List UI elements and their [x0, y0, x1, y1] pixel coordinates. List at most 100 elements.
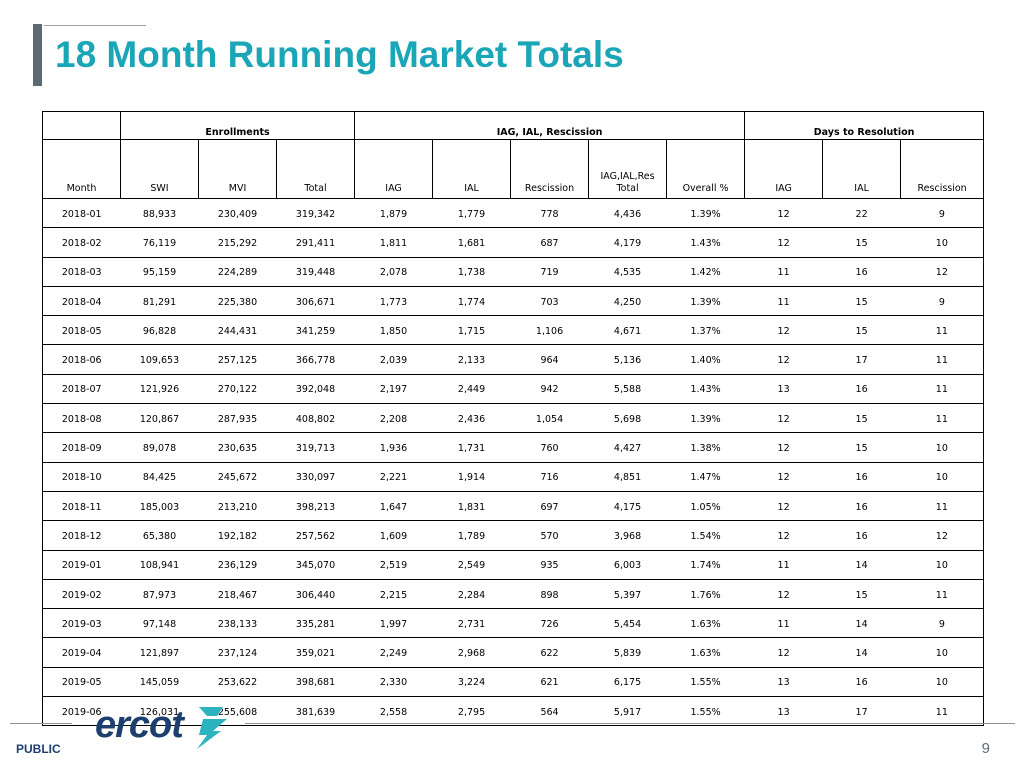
- classification-label: PUBLIC: [16, 742, 61, 756]
- table-cell: 238,133: [198, 608, 277, 639]
- table-cell: 2,197: [354, 374, 433, 405]
- table-cell: 12: [744, 227, 823, 258]
- table-cell: 1,779: [432, 198, 511, 229]
- table-cell: 14: [822, 608, 901, 639]
- table-cell: 15: [822, 286, 901, 317]
- table-cell: 1,997: [354, 608, 433, 639]
- table-cell: 1,647: [354, 491, 433, 522]
- table-cell: 15: [822, 227, 901, 258]
- table-cell: 12: [744, 520, 823, 551]
- page-number: 9: [981, 740, 990, 757]
- table-row: 2018-01 88,933 230,409 319,342 1,879 1,779 778…: [42, 198, 985, 229]
- table-cell: 11: [900, 315, 985, 346]
- table-cell: 257,125: [198, 344, 277, 375]
- table-cell: 398,213: [276, 491, 355, 522]
- table-cell: 726: [510, 608, 589, 639]
- table-cell: 2,549: [432, 550, 511, 580]
- table-cell: 2,519: [354, 550, 433, 580]
- table-cell: 341,259: [276, 315, 355, 346]
- table-cell: 942: [510, 374, 589, 405]
- table-cell: 2018-11: [42, 491, 121, 522]
- table-cell: 2018-10: [42, 462, 121, 492]
- table-cell: 1,789: [432, 520, 511, 551]
- table-cell: 2,221: [354, 462, 433, 492]
- table-cell: 11: [900, 491, 985, 522]
- table-cell: 778: [510, 198, 589, 229]
- table-cell: 97,148: [120, 608, 199, 639]
- table-cell: 1.47%: [666, 462, 745, 492]
- table-cell: 1.55%: [666, 696, 745, 727]
- table-cell: 2018-01: [42, 198, 121, 229]
- table-cell: 1.39%: [666, 198, 745, 229]
- table-cell: 218,467: [198, 579, 277, 610]
- table-cell: 291,411: [276, 227, 355, 258]
- table-cell: 1.37%: [666, 315, 745, 346]
- column-header: IAL: [432, 139, 512, 199]
- table-cell: 1.63%: [666, 608, 745, 639]
- table-cell: 2018-07: [42, 374, 121, 405]
- table-cell: 10: [900, 637, 985, 668]
- table-cell: 392,048: [276, 374, 355, 405]
- table-cell: 12: [900, 520, 985, 551]
- table-row: 2018-02 76,119 215,292 291,411 1,811 1,681 687…: [42, 227, 985, 258]
- table-cell: 1,914: [432, 462, 511, 492]
- footer-rule-right: [245, 723, 1015, 724]
- table-row: 2018-08 120,867 287,935 408,802 2,208 2,436 1,…: [42, 403, 985, 434]
- column-header: Rescission: [510, 139, 590, 199]
- title-accent-bar: [33, 24, 42, 86]
- table-cell: 95,159: [120, 257, 199, 287]
- table-cell: 257,562: [276, 520, 355, 551]
- column-header: IAG: [354, 139, 434, 199]
- table-cell: 6,175: [588, 667, 667, 698]
- table-cell: 1,715: [432, 315, 511, 346]
- table-cell: 224,289: [198, 257, 277, 287]
- table-cell: 1.40%: [666, 344, 745, 375]
- table-cell: 215,292: [198, 227, 277, 258]
- table-cell: 2,436: [432, 403, 511, 434]
- table-cell: 13: [744, 667, 823, 698]
- table-cell: 1.38%: [666, 432, 745, 463]
- table-cell: 4,535: [588, 257, 667, 287]
- table-cell: 3,968: [588, 520, 667, 551]
- table-cell: 319,342: [276, 198, 355, 229]
- ercot-logo-text: ercot: [95, 704, 185, 746]
- table-cell: 697: [510, 491, 589, 522]
- table-cell: 1.39%: [666, 286, 745, 317]
- table-cell: 1,773: [354, 286, 433, 317]
- table-cell: 1,879: [354, 198, 433, 229]
- table-cell: 109,653: [120, 344, 199, 375]
- table-row: 2018-06 109,653 257,125 366,778 2,039 2,133 96…: [42, 344, 985, 375]
- table-cell: 10: [900, 462, 985, 492]
- column-header: Rescission: [900, 139, 985, 199]
- table-cell: 306,440: [276, 579, 355, 610]
- table-cell: 2,731: [432, 608, 511, 639]
- table-cell: 4,175: [588, 491, 667, 522]
- table-cell: 96,828: [120, 315, 199, 346]
- table-cell: 11: [900, 696, 985, 727]
- table-cell: 121,926: [120, 374, 199, 405]
- table-row: 2018-05 96,828 244,431 341,259 1,850 1,715 1,1…: [42, 315, 985, 346]
- table-cell: 126,031: [120, 696, 199, 727]
- table-cell: 1.76%: [666, 579, 745, 610]
- table-row: 2018-07 121,926 270,122 392,048 2,197 2,449 94…: [42, 374, 985, 405]
- table-cell: 898: [510, 579, 589, 610]
- table-cell: 1,106: [510, 315, 589, 346]
- table-cell: 2019-03: [42, 608, 121, 639]
- table-cell: 16: [822, 520, 901, 551]
- table-cell: 5,588: [588, 374, 667, 405]
- table-cell: 65,380: [120, 520, 199, 551]
- table-cell: 1,681: [432, 227, 511, 258]
- table-cell: 10: [900, 667, 985, 698]
- table-cell: 3,224: [432, 667, 511, 698]
- table-cell: 244,431: [198, 315, 277, 346]
- table-cell: 2018-04: [42, 286, 121, 317]
- table-body: 2018-01 88,933 230,409 319,342 1,879 1,779 778…: [42, 198, 985, 727]
- table-cell: 1.74%: [666, 550, 745, 580]
- table-cell: 13: [744, 696, 823, 727]
- table-cell: 2018-06: [42, 344, 121, 375]
- table-cell: 2019-06: [42, 696, 121, 727]
- group-header-row: Enrollments IAG, IAL, Rescission Days to…: [42, 111, 985, 140]
- table-cell: 16: [822, 257, 901, 287]
- table-cell: 9: [900, 198, 985, 229]
- table-cell: 6,003: [588, 550, 667, 580]
